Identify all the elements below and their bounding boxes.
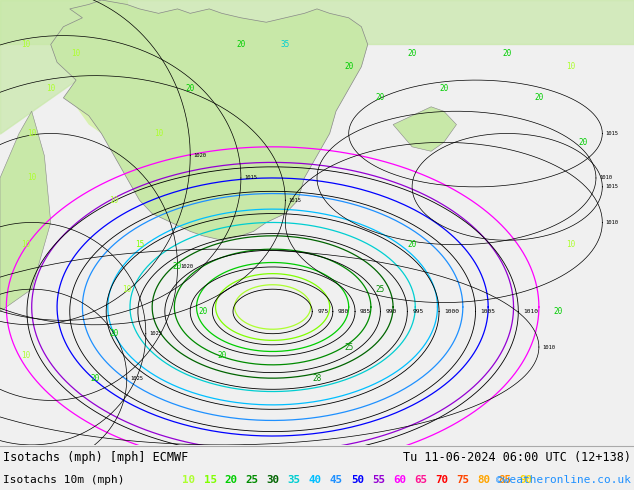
Text: 10: 10: [46, 84, 55, 94]
Text: 20: 20: [236, 40, 245, 49]
Text: 1020: 1020: [181, 265, 194, 270]
Text: 20: 20: [344, 62, 353, 71]
Text: 55: 55: [372, 475, 385, 485]
Text: 1000: 1000: [444, 309, 459, 314]
Text: 20: 20: [217, 351, 226, 361]
Text: 10: 10: [183, 475, 195, 485]
Text: 25: 25: [376, 285, 385, 294]
Text: 995: 995: [413, 309, 424, 314]
Text: 65: 65: [414, 475, 427, 485]
Text: Isotachs (mph) [mph] ECMWF: Isotachs (mph) [mph] ECMWF: [3, 451, 188, 464]
Text: 1020: 1020: [193, 153, 207, 158]
Text: 20: 20: [439, 84, 448, 94]
Text: 10: 10: [21, 351, 30, 361]
Text: 35: 35: [288, 475, 301, 485]
Text: Isotachs 10m (mph): Isotachs 10m (mph): [3, 475, 125, 485]
Text: 1025: 1025: [130, 376, 143, 381]
Text: 85: 85: [498, 475, 512, 485]
Text: 1010: 1010: [523, 309, 538, 314]
Text: 20: 20: [503, 49, 512, 58]
Text: 10: 10: [21, 40, 30, 49]
Polygon shape: [393, 107, 456, 151]
Text: 25: 25: [245, 475, 259, 485]
Text: 1015: 1015: [605, 131, 619, 136]
Text: 10: 10: [566, 240, 575, 249]
Text: 1015: 1015: [605, 184, 619, 189]
Text: 75: 75: [456, 475, 470, 485]
Text: 20: 20: [91, 374, 100, 383]
Text: 20: 20: [224, 475, 238, 485]
Text: 1005: 1005: [481, 309, 496, 314]
Text: 10: 10: [27, 173, 36, 182]
Text: 90: 90: [520, 475, 533, 485]
Text: 40: 40: [309, 475, 322, 485]
Text: 20: 20: [579, 138, 588, 147]
Text: 70: 70: [436, 475, 448, 485]
Polygon shape: [0, 111, 51, 312]
Text: 10: 10: [72, 49, 81, 58]
Text: 20: 20: [186, 84, 195, 94]
Text: 1010: 1010: [605, 220, 619, 225]
Text: 20: 20: [534, 94, 543, 102]
Text: 10: 10: [566, 62, 575, 71]
Text: 975: 975: [317, 309, 328, 314]
Text: 20: 20: [408, 240, 417, 249]
Text: 10: 10: [27, 129, 36, 138]
Text: ©weatheronline.co.uk: ©weatheronline.co.uk: [496, 475, 631, 485]
Text: 980: 980: [338, 309, 349, 314]
Text: 1015: 1015: [288, 197, 302, 203]
Text: 1010: 1010: [542, 344, 555, 349]
Text: 1025: 1025: [149, 331, 162, 336]
Text: 30: 30: [267, 475, 280, 485]
Polygon shape: [76, 22, 323, 187]
Text: 10: 10: [122, 285, 131, 294]
Text: 20: 20: [408, 49, 417, 58]
Text: 28: 28: [313, 374, 321, 383]
Text: Tu 11-06-2024 06:00 UTC (12+138): Tu 11-06-2024 06:00 UTC (12+138): [403, 451, 631, 464]
Polygon shape: [51, 0, 368, 240]
Text: 15: 15: [204, 475, 217, 485]
Text: 990: 990: [385, 309, 397, 314]
Text: 1015: 1015: [244, 175, 257, 180]
Text: 10: 10: [154, 129, 163, 138]
Text: 10: 10: [110, 196, 119, 205]
Text: 15: 15: [135, 240, 144, 249]
Text: 60: 60: [393, 475, 406, 485]
Text: 50: 50: [351, 475, 364, 485]
Text: 25: 25: [344, 343, 353, 351]
Text: 45: 45: [330, 475, 343, 485]
Text: 35: 35: [281, 40, 290, 49]
Text: 20: 20: [376, 94, 385, 102]
Text: 20: 20: [553, 307, 562, 316]
Text: 1010: 1010: [599, 175, 612, 180]
Text: 10: 10: [21, 240, 30, 249]
Text: 20: 20: [173, 263, 182, 271]
Text: 20: 20: [198, 307, 207, 316]
Text: 20: 20: [110, 329, 119, 338]
Text: 80: 80: [477, 475, 491, 485]
Text: 985: 985: [360, 309, 372, 314]
